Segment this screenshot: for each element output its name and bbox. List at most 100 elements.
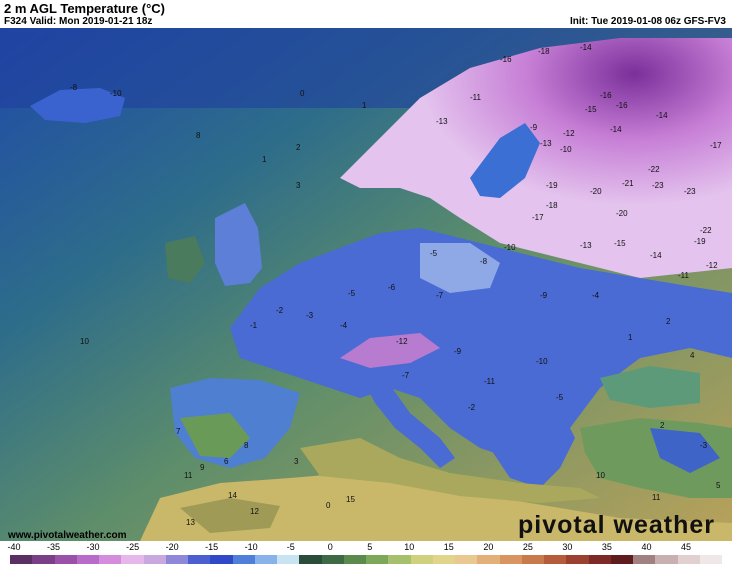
temperature-label: 11 [184,471,193,480]
temperature-label: -20 [616,209,628,218]
temperature-label: -5 [348,289,356,298]
colorbar-segment [121,555,144,564]
colorbar-ticks: -40 -35 -30 -25 -20 -15 -10 -5 0 5 10 15 20 25 30 35 40 4… [0,541,732,553]
temperature-label: -9 [454,347,462,356]
temperature-colorbar: -40 -35 -30 -25 -20 -15 -10 -5 0 5 10 15 20 25 30 35 40 4… [0,541,732,565]
temperature-label: 8 [244,441,249,450]
colorbar-segment [588,555,611,564]
temperature-label: -16 [616,101,628,110]
colorbar-tick-label: 30 [562,542,573,552]
temperature-label: -15 [614,239,626,248]
temperature-label: -19 [694,237,706,246]
colorbar-tick-label: -25 [126,542,140,552]
colorbar-segment [544,555,567,564]
temperature-label: -13 [436,117,448,126]
temperature-label: -9 [540,291,548,300]
temperature-label: -22 [700,226,712,235]
temperature-map[interactable]: -8 -10 0 1 2 3 1 10 8 -16 -14 -18 -16 -1… [0,28,732,541]
colorbar-segment [499,555,522,564]
temperature-label: 4 [690,351,695,360]
temperature-label: 8 [196,131,201,140]
temperature-label: -1 [250,321,258,330]
temperature-label: 3 [294,457,299,466]
temperature-label: 9 [200,463,205,472]
temperature-label: -9 [530,123,538,132]
cold-region [340,38,732,278]
temperature-label: 12 [250,507,259,516]
temperature-label: -10 [504,243,516,252]
temperature-label: 0 [326,501,331,510]
temperature-label: 11 [652,493,661,502]
temperature-label: -15 [585,105,597,114]
init-time: Init: Tue 2019-01-08 06z GFS-FV3 [570,16,726,27]
temperature-label: -20 [590,187,602,196]
alps-cold [340,333,440,368]
colorbar-tick-label: 20 [483,542,494,552]
colorbar-segment [277,555,300,564]
temperature-label: -11 [484,377,496,386]
colorbar-segment [165,555,188,564]
temperature-label: -3 [306,311,314,320]
temperature-label: -12 [706,261,718,270]
colorbar-segment [410,555,433,564]
temperature-label: 2 [296,143,301,152]
colorbar-segment [76,555,99,564]
colorbar-segment [10,555,33,564]
colorbar-segment [366,555,389,564]
temperature-label: 1 [262,155,267,164]
colorbar-tick-label: 5 [367,542,373,552]
temperature-label: -6 [388,283,396,292]
colorbar-segment [343,555,366,564]
temperature-label: -4 [592,291,600,300]
temperature-label: -23 [652,181,664,190]
colorbar-tick-label: 40 [641,542,652,552]
temperature-label: -10 [110,89,122,98]
temperature-label: -7 [436,291,444,300]
colorbar-segment [210,555,233,564]
website-link[interactable]: www.pivotalweather.com [8,530,127,541]
colorbar-segment [677,555,700,564]
ireland [165,236,205,283]
temperature-label: -7 [402,371,410,380]
header: 2 m AGL Temperature (°C) F324 Valid: Mon… [0,0,732,28]
colorbar-tick-label: 0 [327,542,333,552]
colorbar-segment [254,555,277,564]
temperature-label: -14 [650,251,662,260]
temperature-label: -16 [500,55,512,64]
baltic-sea [470,123,540,198]
temperature-label: -5 [556,393,564,402]
temperature-label: -2 [276,306,284,315]
colorbar-tick-label: 45 [680,542,692,552]
pivotal-weather-logo: pivotal weather [518,511,715,539]
temperature-label: -14 [656,111,668,120]
temperature-label: 6 [224,457,229,466]
temperature-label: -16 [600,91,612,100]
mediterranean-sea [300,438,600,503]
temperature-label: 15 [346,495,355,504]
temperature-label: -2 [468,403,476,412]
colorbar-segment [699,555,722,564]
colorbar-tick-label: 35 [601,542,612,552]
balkans [470,398,575,488]
temperature-label: -10 [560,145,572,154]
temperature-label: 13 [186,518,195,527]
temperature-label: -23 [684,187,696,196]
temperature-labels: -8 -10 0 1 2 3 1 10 8 -16 -14 -18 -16 -1… [70,43,722,527]
colorbar-segment [566,555,589,564]
temperature-label: -18 [546,201,558,210]
temperature-label: -17 [710,141,722,150]
iceland-region [30,88,125,123]
temperature-label: 1 [628,333,633,342]
temperature-label: -21 [622,179,634,188]
temperature-label: -12 [396,337,408,346]
temperature-label: -11 [470,93,482,102]
colorbar-segment [610,555,633,564]
temperature-label: -8 [70,83,78,92]
colorbar-tick-label: -5 [286,542,295,552]
great-britain [215,203,262,286]
central-europe [230,228,732,458]
temperature-label: -13 [580,241,592,250]
temperature-label: -14 [580,43,592,52]
temperature-label: -8 [480,257,488,266]
italy [360,373,455,468]
